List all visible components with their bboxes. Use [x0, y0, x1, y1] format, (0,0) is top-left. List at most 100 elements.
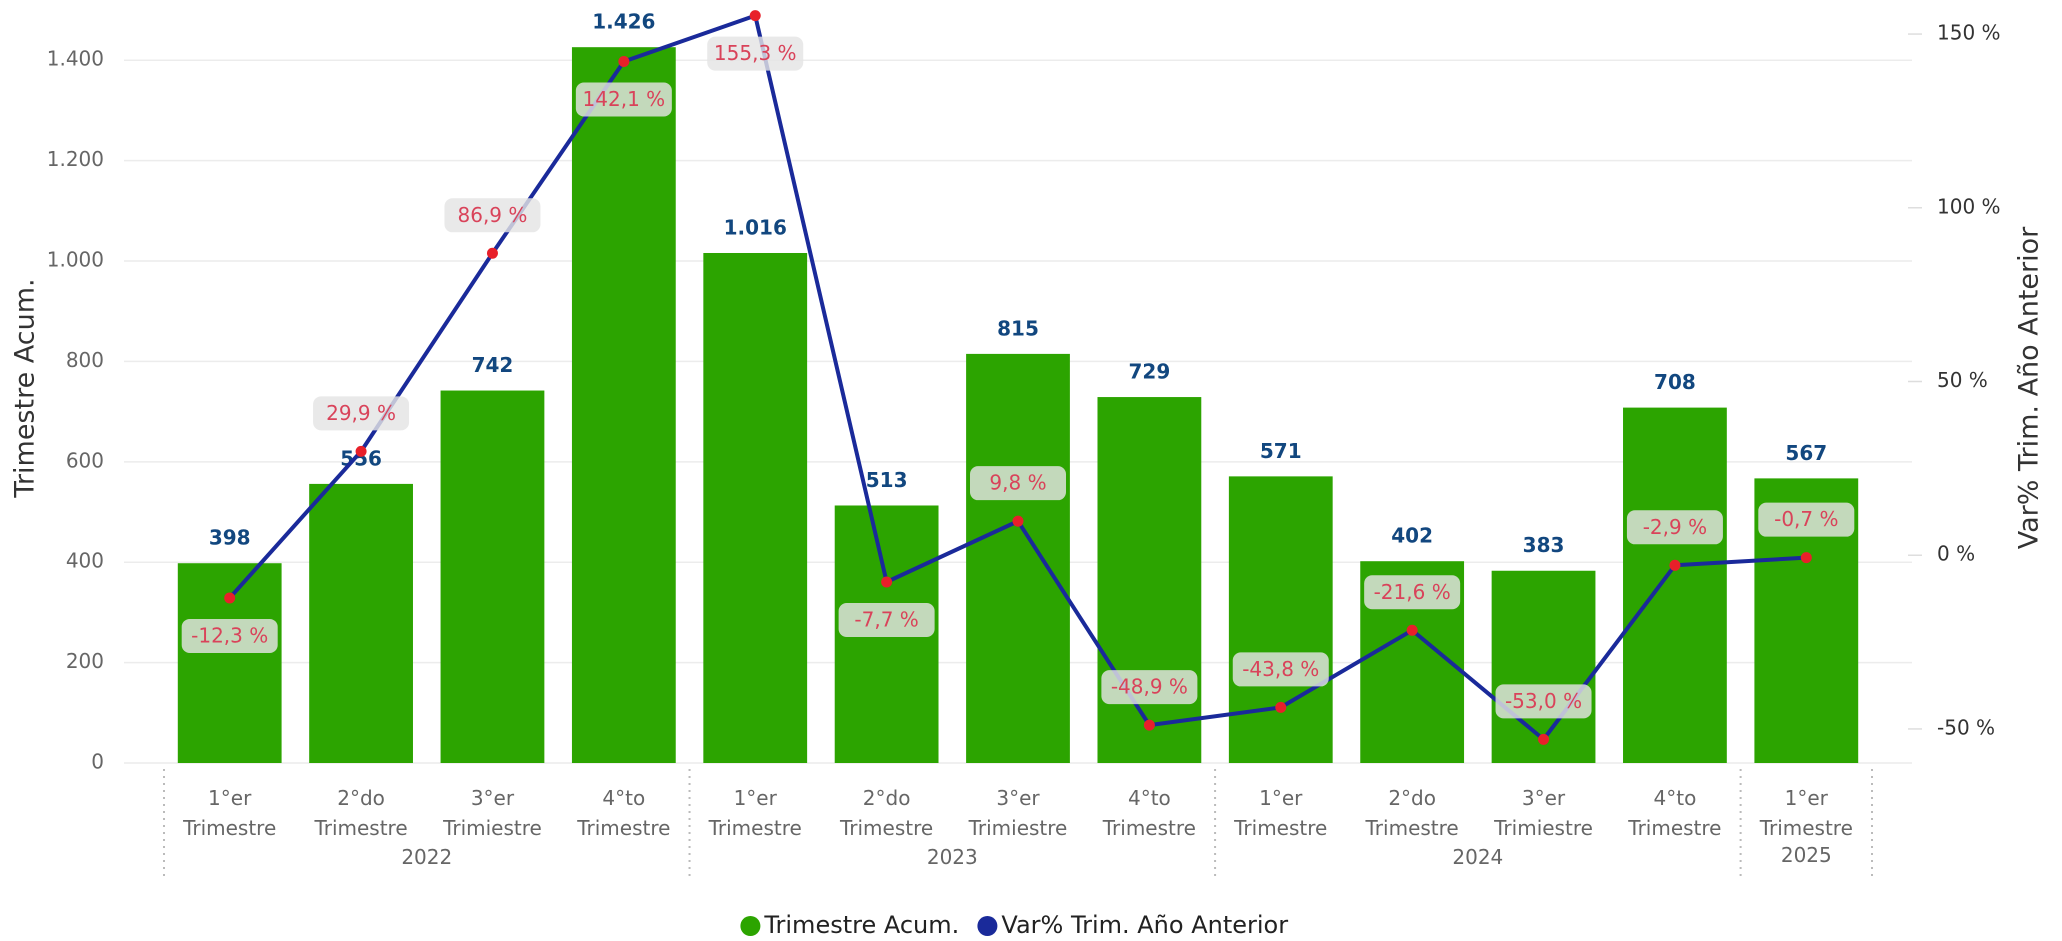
x-tick-label: 3°er Trimiestre — [968, 786, 1068, 840]
bar — [703, 252, 808, 763]
line-point — [1800, 552, 1812, 564]
y2-tick-label: -50 % — [1937, 715, 1995, 739]
bar-value-label: 1.016 — [724, 215, 787, 239]
line-value-label: -7,7 % — [854, 607, 918, 631]
bar-value-label: 1.426 — [592, 10, 655, 34]
y-tick-label: 1.400 — [47, 47, 104, 71]
legend-marker — [740, 916, 761, 936]
line-value-label-group: 155,3 % — [707, 36, 804, 71]
bar-value-label: 708 — [1654, 370, 1696, 394]
bar — [1097, 397, 1202, 763]
line-value-label: -2,9 % — [1643, 515, 1707, 539]
bar-value-label: 402 — [1391, 524, 1433, 548]
y-tick-label: 1.200 — [47, 147, 104, 171]
line-point — [224, 592, 236, 604]
legend-marker — [977, 916, 998, 936]
bar-value-label: 729 — [1129, 360, 1171, 384]
label-background — [1758, 502, 1855, 537]
label-background — [707, 36, 804, 71]
line-value-label-group: 142,1 % — [575, 82, 672, 117]
line-point — [1406, 624, 1418, 636]
y-axis-title: Trimestre Acum. — [10, 278, 41, 498]
label-background — [970, 466, 1066, 501]
x-group-label: 2025 — [1780, 843, 1832, 867]
x-group-label: 2024 — [1452, 845, 1504, 869]
x-tick-label: 2°do Trimestre — [840, 786, 934, 840]
bar-value-label: 383 — [1523, 533, 1565, 557]
x-tick-label: 1°er Trimestre — [1759, 786, 1853, 840]
line-point — [1012, 515, 1024, 527]
bar — [1491, 570, 1596, 763]
bar-value-label: 567 — [1785, 441, 1827, 465]
x-tick-label: 4°to Trimestre — [577, 786, 671, 840]
label-background — [1495, 684, 1592, 719]
y2-tick-label: 0 % — [1937, 542, 1975, 566]
line-value-label: -53,0 % — [1505, 689, 1582, 713]
label-background — [575, 82, 672, 117]
y-tick-label: 400 — [66, 549, 104, 573]
x-tick-label: 3°er Trimiestre — [1494, 786, 1593, 840]
line-value-label: -48,9 % — [1111, 675, 1188, 699]
line-point — [486, 247, 498, 259]
bar-value-label: 513 — [866, 468, 908, 492]
label-background — [1364, 575, 1461, 610]
x-tick-label: 1°er Trimestre — [183, 786, 277, 840]
bar-value-label: 815 — [997, 316, 1039, 340]
line-point — [1275, 701, 1287, 713]
line-value-label: 9,8 % — [989, 471, 1046, 495]
label-background — [1232, 652, 1329, 687]
line-value-label-group: -2,9 % — [1626, 510, 1723, 545]
line-value-label: -21,6 % — [1374, 580, 1451, 604]
x-group-label: 2022 — [401, 845, 453, 869]
line-value-label: 155,3 % — [714, 41, 797, 65]
bar — [440, 390, 545, 763]
label-background — [444, 198, 541, 233]
bar — [571, 47, 676, 763]
y2-tick-label: 100 % — [1937, 194, 2001, 218]
x-tick-label: 3°er Trimiestre — [443, 786, 542, 840]
line-value-label-group: -7,7 % — [838, 602, 935, 637]
line-point — [1538, 733, 1550, 745]
label-background — [313, 396, 410, 431]
x-tick-label: 1°er Trimestre — [708, 786, 802, 840]
x-tick-label: 2°do Trimestre — [314, 786, 408, 840]
line-value-label-group: -48,9 % — [1101, 670, 1198, 705]
x-tick-label: 1°er Trimestre — [1234, 786, 1328, 840]
line-value-label: -12,3 % — [191, 623, 268, 647]
x-tick-label: 4°to Trimestre — [1628, 786, 1722, 840]
bar-value-label: 398 — [209, 526, 251, 550]
bar — [966, 353, 1070, 763]
line-value-label: 29,9 % — [326, 401, 396, 425]
line-value-label: 86,9 % — [458, 203, 528, 227]
line-value-label: 142,1 % — [583, 87, 666, 111]
bar — [309, 483, 413, 763]
line-value-label: -43,8 % — [1242, 657, 1319, 681]
line-value-label-group: 86,9 % — [444, 198, 541, 233]
line-point — [1669, 559, 1681, 571]
y-tick-label: 1.000 — [47, 248, 104, 272]
line-point — [881, 576, 893, 588]
y2-axis-title: Var% Trim. Año Anterior — [2014, 226, 2045, 549]
line-value-label-group: -53,0 % — [1495, 684, 1592, 719]
line-value-label-group: -12,3 % — [181, 618, 278, 653]
y2-tick-label: 50 % — [1937, 368, 1988, 392]
bar — [1228, 476, 1333, 763]
x-tick-label: 4°to Trimestre — [1102, 786, 1196, 840]
line-value-label-group: -0,7 % — [1758, 502, 1855, 537]
y-tick-label: 200 — [66, 649, 104, 673]
line-value-label-group: -21,6 % — [1364, 575, 1461, 610]
bar — [1623, 407, 1727, 763]
line-point — [355, 445, 367, 457]
legend-label: Trimestre Acum. — [763, 911, 959, 939]
line-value-label: -0,7 % — [1774, 507, 1838, 531]
label-background — [1626, 510, 1723, 545]
line-value-label-group: 29,9 % — [313, 396, 410, 431]
bar-value-label: 742 — [472, 353, 514, 377]
line-value-label-group: 9,8 % — [970, 466, 1066, 501]
line-point — [618, 55, 630, 67]
x-group-label: 2023 — [926, 845, 978, 869]
legend-label: Var% Trim. Año Anterior — [1001, 911, 1288, 939]
label-background — [838, 602, 935, 637]
